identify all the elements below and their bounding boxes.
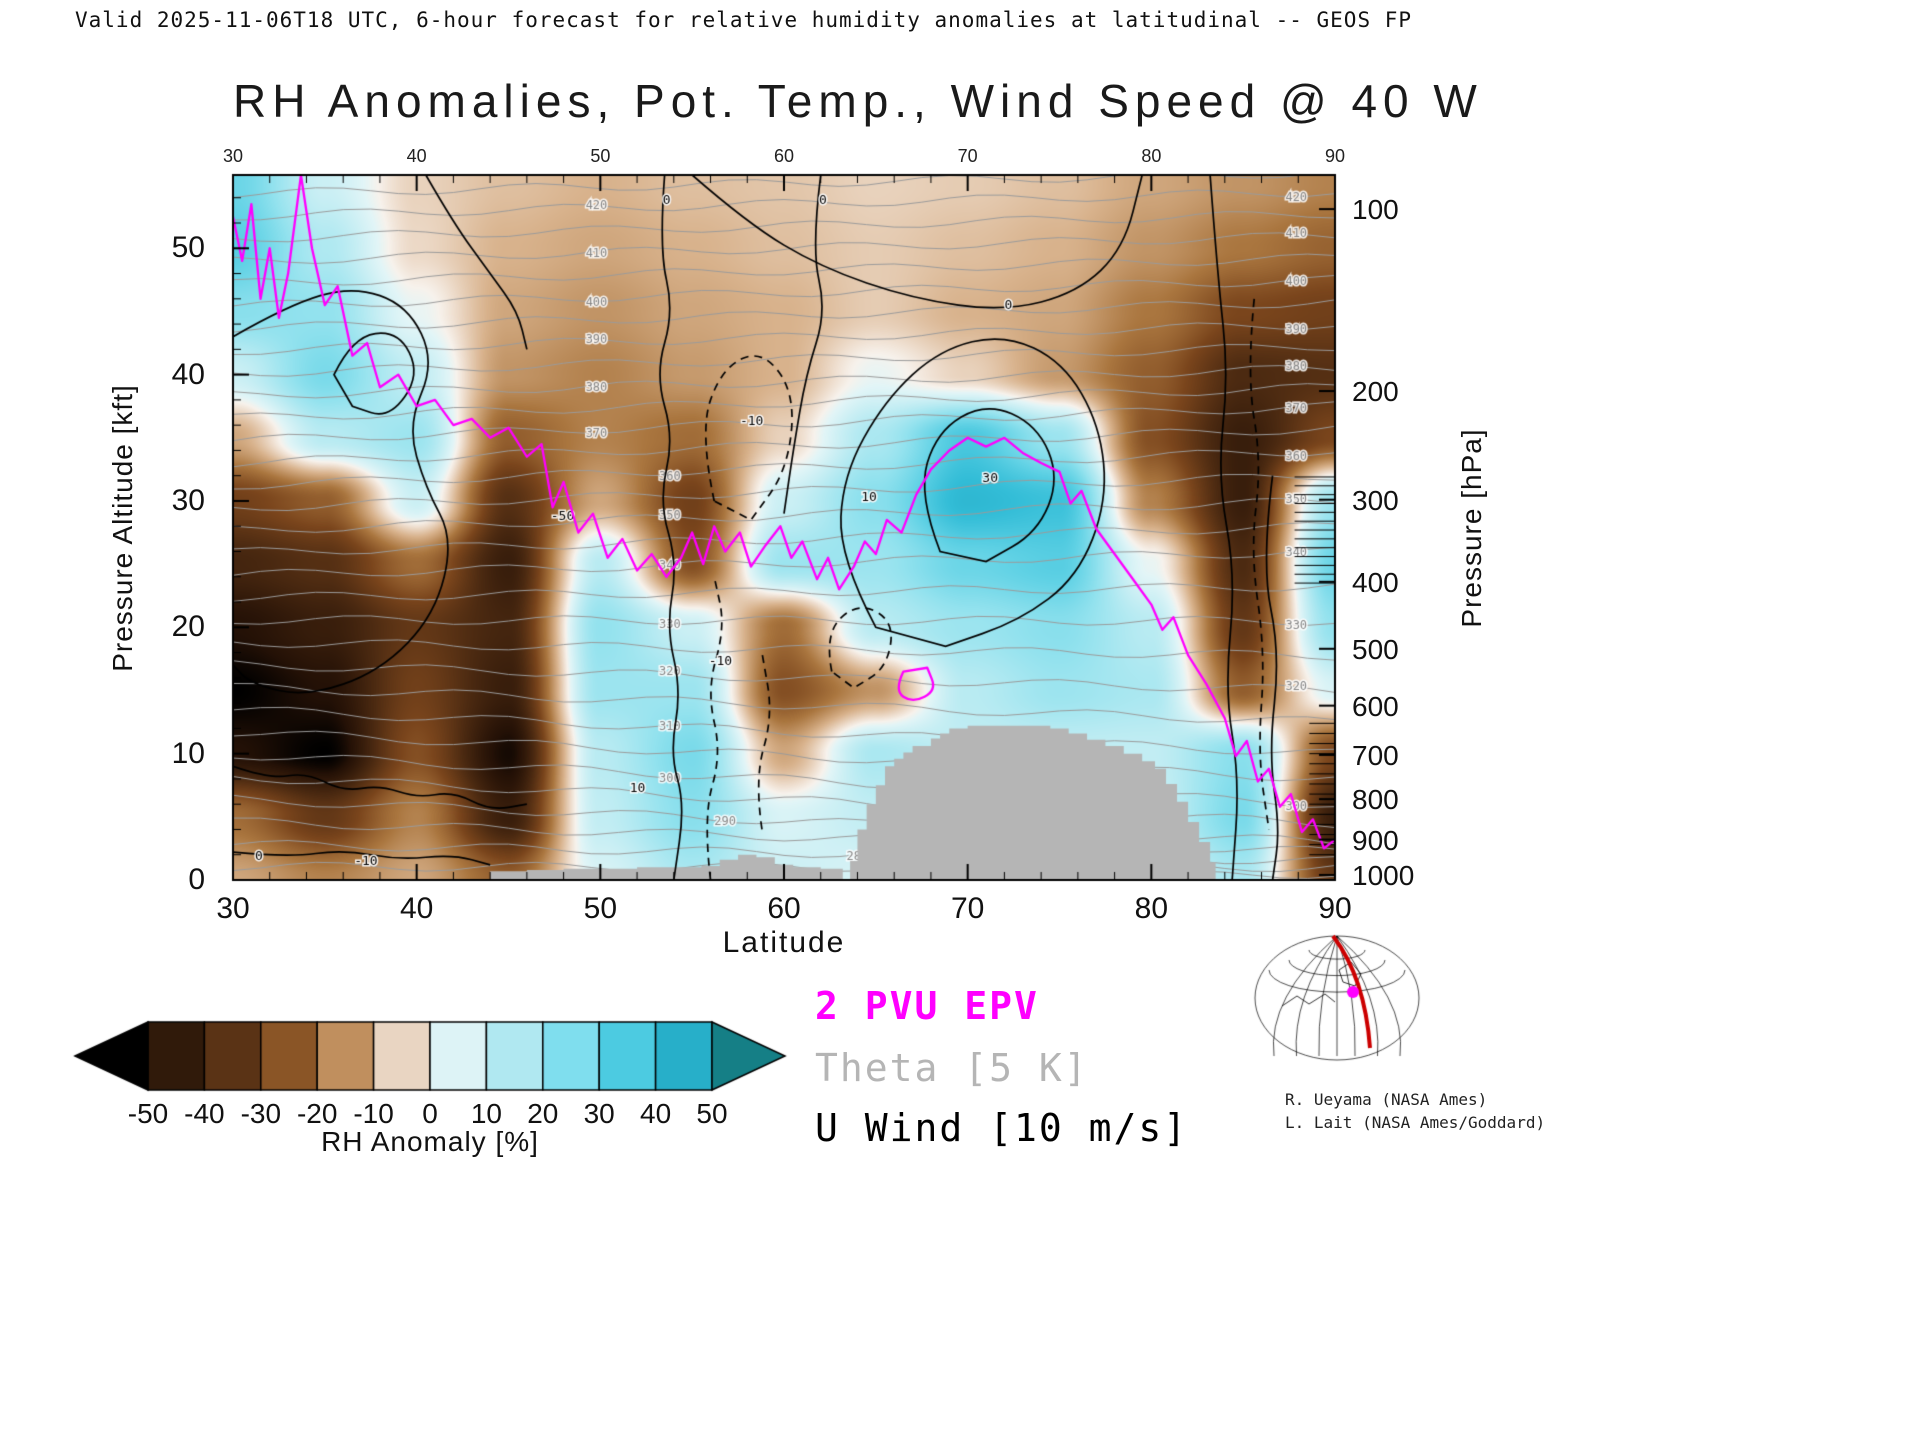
right-tick-label: 600 — [1352, 690, 1399, 722]
left-tick-label: 50 — [171, 231, 205, 265]
x-tick-label: 60 — [767, 892, 801, 925]
x-top-tick-label: 60 — [773, 146, 795, 166]
right-tick-label: 100 — [1352, 194, 1399, 226]
x-top-tick-label: 90 — [1324, 146, 1346, 166]
x-tick-label: 50 — [583, 892, 618, 925]
legend-uwind: U Wind [10 m/s] — [815, 1106, 1189, 1150]
right-tick-label: 300 — [1352, 484, 1399, 516]
left-tick-label: 40 — [171, 357, 205, 391]
left-tick-label: 30 — [171, 483, 205, 517]
left-tick-label: 0 — [188, 863, 205, 896]
colorbar-tick-label: -20 — [296, 1098, 338, 1129]
x-top-tick-label: 30 — [222, 146, 244, 166]
colorbar-tick-label: -10 — [353, 1098, 394, 1129]
x-tick-label: 30 — [216, 892, 250, 925]
colorbar-tick-label: 30 — [583, 1098, 615, 1129]
credit-line-1: R. Ueyama (NASA Ames) — [1285, 1090, 1488, 1109]
x-tick-label: 70 — [950, 892, 985, 925]
right-tick-label: 900 — [1352, 824, 1399, 856]
x-tick-label: 90 — [1318, 892, 1352, 925]
colorbar-tick-label: 40 — [640, 1098, 672, 1129]
left-tick-label: 10 — [171, 736, 205, 770]
colorbar-tick-label: -30 — [240, 1098, 282, 1129]
x-tick-label: 40 — [399, 892, 434, 925]
credit-line-2: L. Lait (NASA Ames/Goddard) — [1285, 1113, 1546, 1132]
colorbar-tick-label: 50 — [696, 1098, 728, 1129]
x-tick-label: 80 — [1134, 892, 1169, 925]
colorbar-tick-label: 0 — [422, 1098, 438, 1129]
colorbar-label: RH Anomaly [%] — [321, 1126, 539, 1157]
colorbar-tick-label: 20 — [527, 1098, 559, 1129]
legend-epv: 2 PVU EPV — [815, 984, 1039, 1028]
left-tick-label: 20 — [171, 610, 205, 644]
x-top-tick-label: 70 — [957, 146, 978, 166]
right-tick-label: 500 — [1352, 633, 1399, 665]
colorbar-tick-label: -40 — [184, 1098, 225, 1129]
legend-theta: Theta [5 K] — [815, 1046, 1089, 1090]
validity-header: Valid 2025-11-06T18 UTC, 6-hour forecast… — [75, 8, 1413, 32]
x-top-tick-label: 40 — [406, 146, 427, 166]
right-tick-label: 700 — [1352, 739, 1399, 771]
right-tick-label: 1000 — [1352, 859, 1415, 891]
right-axis-title: Pressure [hPa] — [1456, 428, 1487, 628]
right-tick-label: 800 — [1352, 784, 1399, 816]
right-tick-label: 400 — [1352, 566, 1399, 598]
plot-title: RH Anomalies, Pot. Temp., Wind Speed @ 4… — [233, 75, 1483, 127]
x-top-tick-label: 50 — [590, 146, 611, 166]
right-tick-label: 200 — [1352, 376, 1399, 408]
x-top-tick-label: 80 — [1141, 146, 1162, 166]
colorbar-tick-label: -50 — [127, 1098, 169, 1129]
colorbar-tick-label: 10 — [470, 1098, 502, 1129]
x-axis-title: Latitude — [722, 926, 846, 959]
